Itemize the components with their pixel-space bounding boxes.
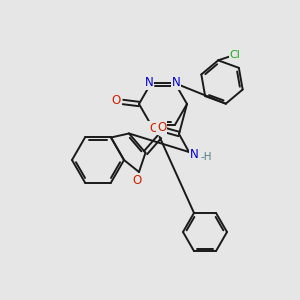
Text: O: O [149, 122, 159, 134]
Text: N: N [190, 148, 198, 160]
Text: O: O [132, 173, 142, 187]
Text: N: N [145, 76, 153, 89]
Text: O: O [157, 121, 166, 134]
Text: -H: -H [200, 152, 212, 162]
Text: O: O [111, 94, 121, 107]
Text: Cl: Cl [230, 50, 241, 60]
Text: N: N [172, 76, 180, 89]
